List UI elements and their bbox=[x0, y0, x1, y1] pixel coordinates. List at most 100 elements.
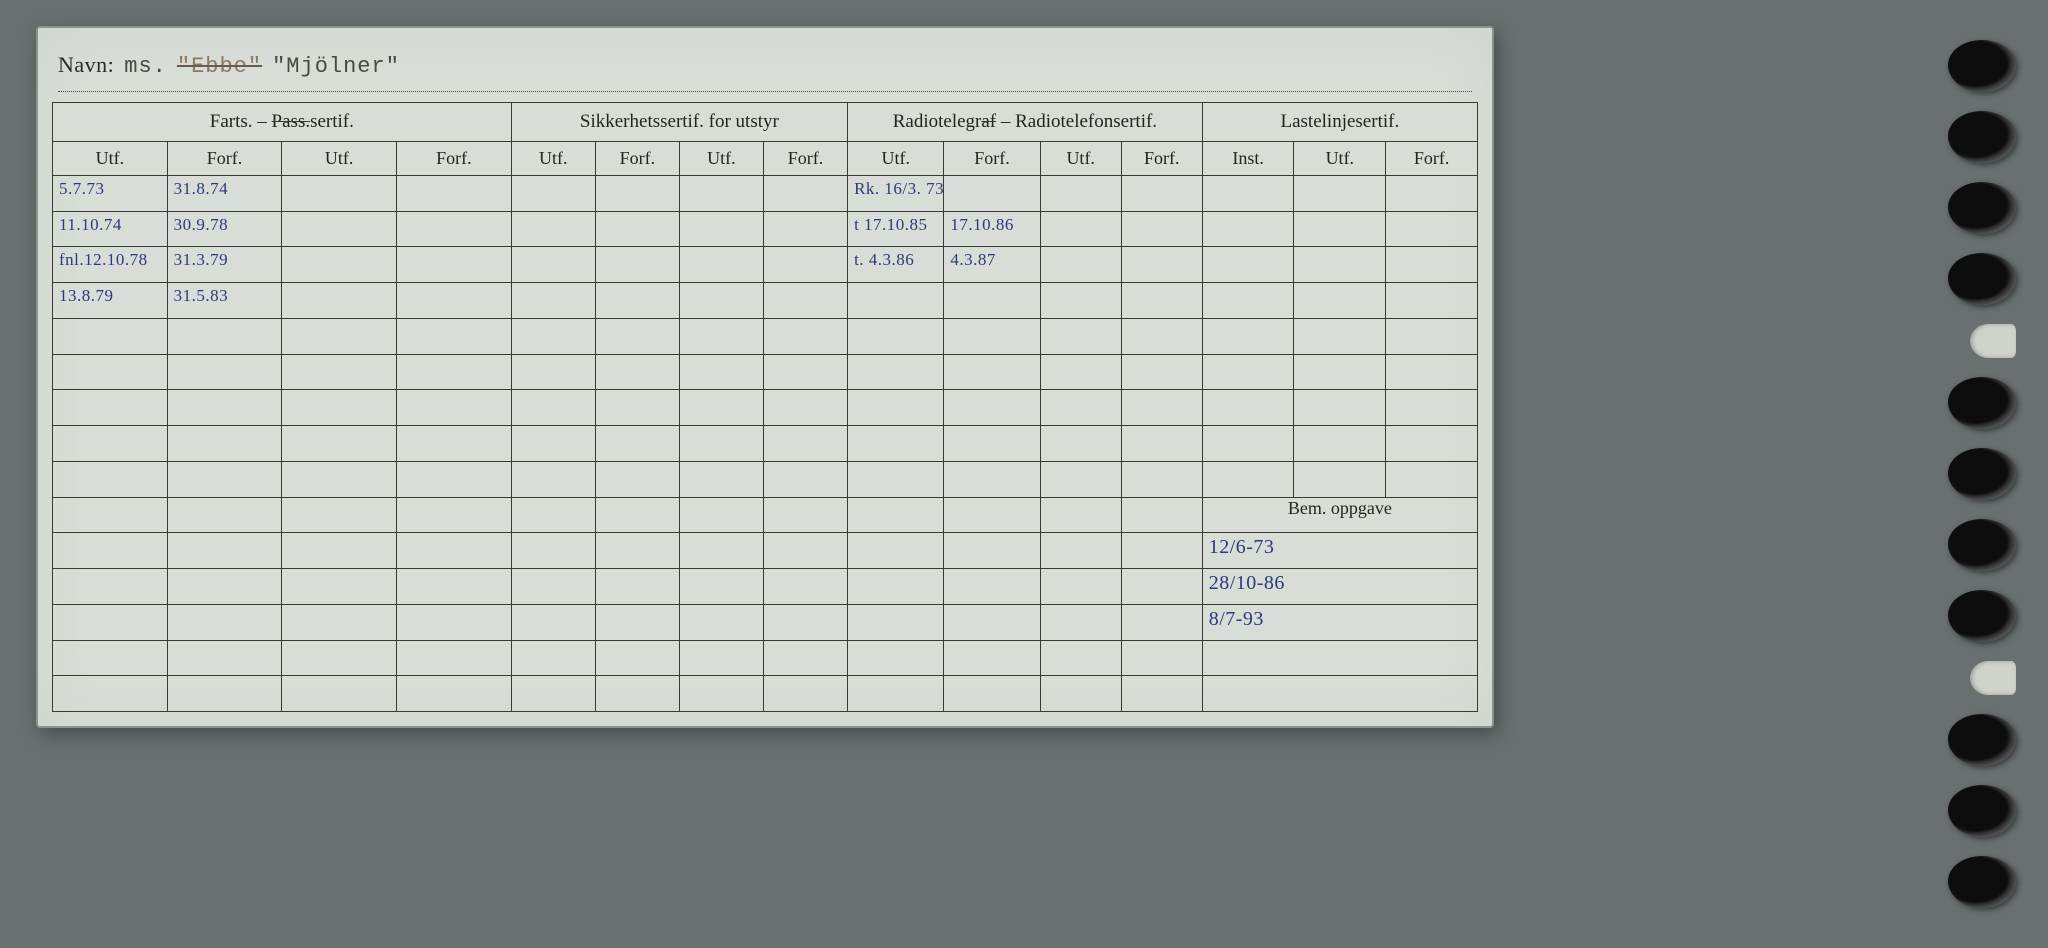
empty-cell bbox=[511, 640, 595, 676]
empty-cell bbox=[1202, 247, 1294, 283]
empty-cell bbox=[679, 497, 763, 533]
empty-cell bbox=[595, 176, 679, 212]
empty-cell bbox=[53, 318, 168, 354]
binder-hole bbox=[1948, 40, 2016, 92]
empty-cell bbox=[1121, 247, 1202, 283]
empty-cell bbox=[1386, 426, 1478, 462]
empty-cell bbox=[679, 676, 763, 712]
col-forf: Forf. bbox=[595, 142, 679, 176]
empty-cell bbox=[1040, 318, 1121, 354]
empty-cell bbox=[1294, 176, 1386, 212]
data-cell: t 17.10.85 bbox=[848, 211, 944, 247]
empty-cell bbox=[944, 676, 1040, 712]
table-row: 5.7.7331.8.74Rk. 16/3. 73 bbox=[53, 176, 1478, 212]
empty-cell bbox=[167, 676, 282, 712]
empty-cell bbox=[1294, 461, 1386, 497]
table-row: fnl.12.10.7831.3.79t. 4.3.864.3.87 bbox=[53, 247, 1478, 283]
table-body-upper: 5.7.7331.8.74Rk. 16/3. 7311.10.7430.9.78… bbox=[53, 176, 1478, 498]
empty-cell bbox=[1121, 533, 1202, 569]
group-header-farts: Farts. – Pass.sertif. bbox=[53, 103, 512, 142]
empty-cell bbox=[511, 247, 595, 283]
navn-label: Navn: bbox=[58, 52, 114, 78]
binder-notch bbox=[1970, 661, 2016, 695]
empty-cell bbox=[511, 604, 595, 640]
empty-cell bbox=[763, 354, 847, 390]
table-row bbox=[53, 426, 1478, 462]
empty-cell bbox=[944, 390, 1040, 426]
empty-cell bbox=[511, 676, 595, 712]
empty-cell bbox=[167, 390, 282, 426]
empty-cell bbox=[1386, 176, 1478, 212]
empty-cell bbox=[167, 461, 282, 497]
col-forf: Forf. bbox=[944, 142, 1040, 176]
empty-cell bbox=[282, 533, 397, 569]
binder-hole bbox=[1948, 856, 2016, 908]
empty-cell bbox=[167, 497, 282, 533]
empty-cell bbox=[53, 533, 168, 569]
empty-cell bbox=[679, 247, 763, 283]
empty-cell bbox=[944, 640, 1040, 676]
empty-cell bbox=[1202, 461, 1294, 497]
col-utf: Utf. bbox=[511, 142, 595, 176]
empty-cell bbox=[1386, 354, 1478, 390]
col-utf: Utf. bbox=[282, 142, 397, 176]
handwritten-value: 17.10.86 bbox=[944, 212, 1039, 237]
empty-cell bbox=[944, 533, 1040, 569]
empty-cell bbox=[1294, 426, 1386, 462]
empty-cell bbox=[397, 426, 512, 462]
binder-hole bbox=[1948, 785, 2016, 837]
empty-cell bbox=[1294, 390, 1386, 426]
empty-cell bbox=[1040, 604, 1121, 640]
empty-cell bbox=[397, 533, 512, 569]
empty-cell bbox=[53, 390, 168, 426]
empty-cell bbox=[282, 211, 397, 247]
empty-cell bbox=[167, 533, 282, 569]
bem-cell: 28/10-86 bbox=[1202, 569, 1477, 605]
empty-cell bbox=[282, 247, 397, 283]
empty-cell bbox=[1294, 283, 1386, 319]
empty-cell bbox=[1386, 283, 1478, 319]
table-row bbox=[53, 640, 1478, 676]
empty-cell bbox=[511, 318, 595, 354]
empty-cell bbox=[763, 497, 847, 533]
bem-header-body: Bem. oppgave bbox=[53, 497, 1478, 533]
empty-cell bbox=[1040, 569, 1121, 605]
empty-cell bbox=[679, 318, 763, 354]
data-cell: 5.7.73 bbox=[53, 176, 168, 212]
empty-cell bbox=[511, 533, 595, 569]
binder-hole bbox=[1948, 111, 2016, 163]
empty-cell bbox=[397, 569, 512, 605]
empty-cell bbox=[1121, 604, 1202, 640]
empty-cell bbox=[397, 283, 512, 319]
data-cell: 31.5.83 bbox=[167, 283, 282, 319]
col-utf: Utf. bbox=[1294, 142, 1386, 176]
empty-cell bbox=[397, 211, 512, 247]
empty-cell bbox=[1386, 390, 1478, 426]
table-head: Farts. – Pass.sertif. Sikkerhetssertif. … bbox=[53, 103, 1478, 176]
empty-cell bbox=[595, 461, 679, 497]
empty-cell bbox=[595, 283, 679, 319]
data-cell: 31.8.74 bbox=[167, 176, 282, 212]
empty-cell bbox=[511, 211, 595, 247]
empty-cell bbox=[1386, 211, 1478, 247]
empty-cell bbox=[167, 426, 282, 462]
data-cell: 13.8.79 bbox=[53, 283, 168, 319]
index-card: Navn: ms. "Ebbe" "Mjölner" Farts. – Pass… bbox=[36, 26, 1494, 728]
empty-cell bbox=[511, 390, 595, 426]
empty-cell bbox=[1386, 247, 1478, 283]
empty-cell bbox=[1040, 283, 1121, 319]
empty-cell bbox=[397, 497, 512, 533]
empty-cell bbox=[511, 283, 595, 319]
data-cell: t. 4.3.86 bbox=[848, 247, 944, 283]
empty-cell bbox=[167, 569, 282, 605]
empty-cell bbox=[944, 426, 1040, 462]
empty-cell bbox=[595, 211, 679, 247]
binder-notch bbox=[1970, 324, 2016, 358]
empty-cell bbox=[763, 390, 847, 426]
empty-cell bbox=[848, 640, 944, 676]
empty-cell bbox=[282, 354, 397, 390]
empty-cell bbox=[282, 461, 397, 497]
empty-cell bbox=[282, 390, 397, 426]
empty-cell bbox=[1294, 211, 1386, 247]
empty-cell bbox=[679, 533, 763, 569]
